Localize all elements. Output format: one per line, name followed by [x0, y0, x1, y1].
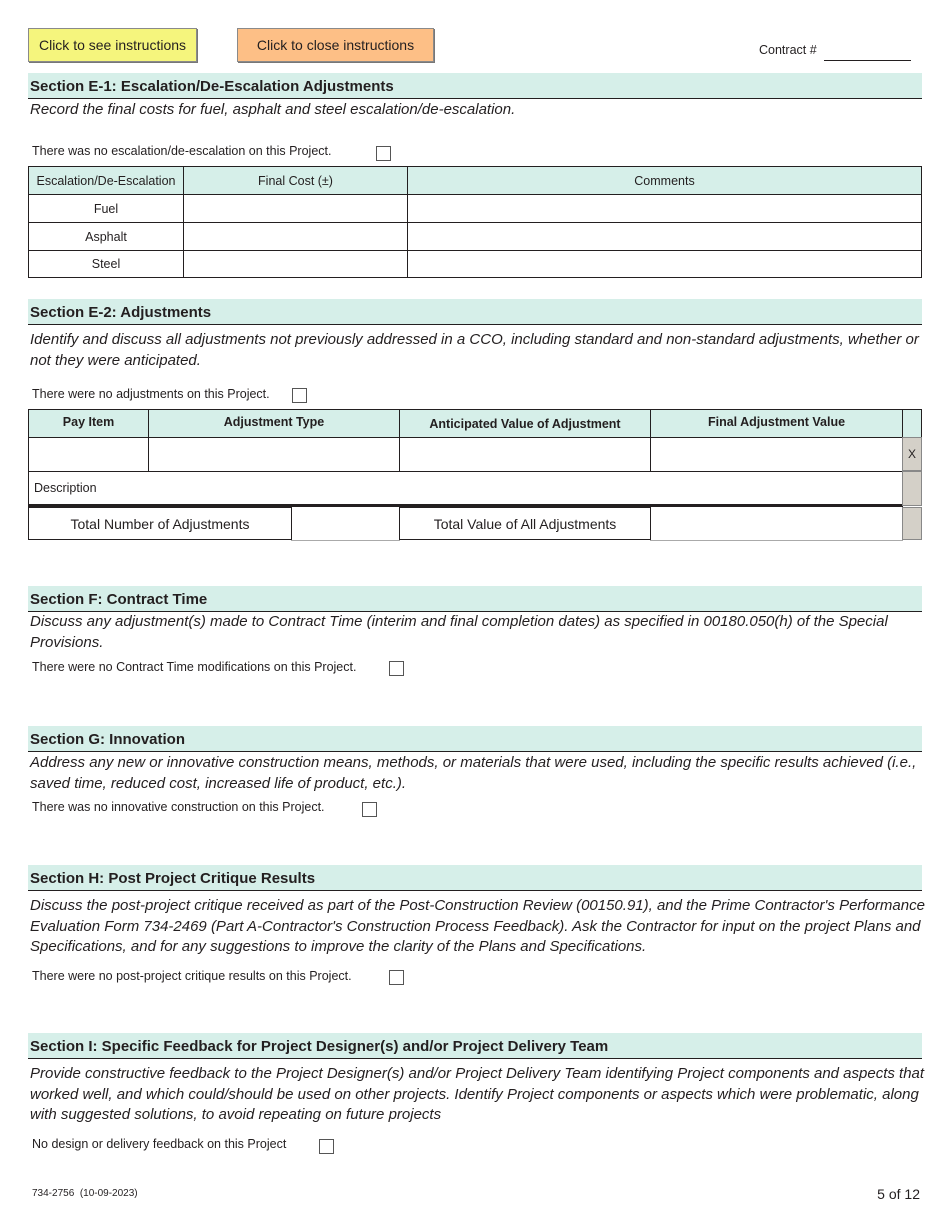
g-no-innovation-checkbox[interactable] [362, 802, 377, 817]
e2-anticipated-value-input[interactable] [399, 437, 651, 472]
section-e2-title: Section E-2: Adjustments [28, 299, 922, 325]
section-h-intro: Discuss the post-project critique receiv… [30, 897, 925, 955]
contract-label: Contract # [759, 43, 817, 57]
e2-pay-item-input[interactable] [28, 437, 149, 472]
e1-header-cost: Final Cost (±) [183, 166, 408, 195]
h-no-critique-checkbox[interactable] [389, 970, 404, 985]
e1-row-label: Fuel [28, 194, 184, 223]
page-number: 5 of 12 [877, 1186, 920, 1202]
e2-total-number-label: Total Number of Adjustments [28, 507, 292, 540]
h-checkbox-label: There were no post-project critique resu… [32, 969, 352, 983]
section-f-title: Section F: Contract Time [28, 586, 922, 612]
section-e2-intro: Identify and discuss all adjustments not… [30, 331, 919, 369]
e2-adjustment-type-input[interactable] [148, 437, 400, 472]
contract-number-field[interactable] [824, 44, 911, 61]
e1-no-escalation-checkbox[interactable] [376, 146, 391, 161]
see-instructions-button[interactable]: Click to see instructions [28, 28, 197, 62]
section-e1-title: Section E-1: Escalation/De-Escalation Ad… [28, 73, 922, 99]
section-g-title: Section G: Innovation [28, 726, 922, 752]
e2-header-pay-item: Pay Item [28, 409, 149, 438]
e2-description-field[interactable]: Description [28, 471, 903, 507]
e1-row-label: Asphalt [28, 222, 184, 251]
e1-checkbox-label: There was no escalation/de-escalation on… [32, 144, 332, 158]
e2-header-final-value: Final Adjustment Value [650, 409, 903, 438]
e2-header-adjustment-type: Adjustment Type [148, 409, 400, 438]
section-h-title: Section H: Post Project Critique Results [28, 865, 922, 891]
e2-side-control [902, 471, 922, 506]
e2-delete-row-button[interactable]: X [902, 437, 922, 471]
i-no-feedback-checkbox[interactable] [319, 1139, 334, 1154]
i-checkbox-label: No design or delivery feedback on this P… [32, 1137, 287, 1151]
section-i-intro: Provide constructive feedback to the Pro… [30, 1065, 925, 1123]
section-g-intro: Address any new or innovative constructi… [30, 754, 917, 792]
e2-header-anticipated-value: Anticipated Value of Adjustment [399, 409, 651, 438]
e1-asphalt-cost-input[interactable] [183, 222, 408, 251]
e1-header-type: Escalation/De-Escalation [28, 166, 184, 195]
e2-total-value-label: Total Value of All Adjustments [399, 507, 651, 540]
e1-steel-cost-input[interactable] [183, 250, 408, 278]
form-number: 734-2756 (10-09-2023) [32, 1188, 138, 1199]
f-no-time-modifications-checkbox[interactable] [389, 661, 404, 676]
e1-row-label: Steel [28, 250, 184, 278]
e2-side-control [902, 507, 922, 540]
e2-total-value-input[interactable] [650, 507, 903, 541]
e2-final-value-input[interactable] [650, 437, 903, 472]
section-f-intro: Discuss any adjustment(s) made to Contra… [30, 613, 888, 651]
g-checkbox-label: There was no innovative construction on … [32, 800, 325, 814]
e1-steel-comments-input[interactable] [407, 250, 922, 278]
e1-asphalt-comments-input[interactable] [407, 222, 922, 251]
e1-header-comments: Comments [407, 166, 922, 195]
e1-fuel-comments-input[interactable] [407, 194, 922, 223]
section-i-title: Section I: Specific Feedback for Project… [28, 1033, 922, 1059]
e2-checkbox-label: There were no adjustments on this Projec… [32, 387, 270, 401]
e2-no-adjustments-checkbox[interactable] [292, 388, 307, 403]
close-instructions-button[interactable]: Click to close instructions [237, 28, 434, 62]
e2-header-spacer [902, 409, 922, 438]
e1-fuel-cost-input[interactable] [183, 194, 408, 223]
e2-total-number-input[interactable] [291, 507, 400, 541]
section-e1-intro: Record the final costs for fuel, asphalt… [30, 101, 516, 118]
f-checkbox-label: There were no Contract Time modification… [32, 660, 357, 674]
